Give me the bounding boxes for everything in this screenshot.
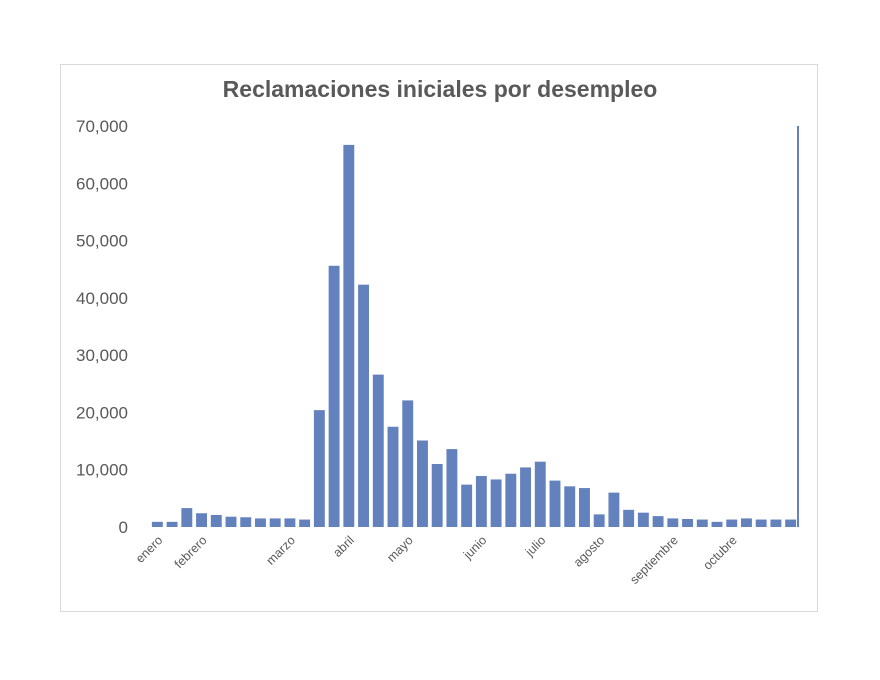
x-tick-label: octubre — [700, 533, 739, 572]
bar — [608, 492, 620, 527]
bar — [579, 488, 590, 527]
bar — [313, 410, 325, 527]
bar — [549, 480, 561, 527]
y-tick-label: 50,000 — [76, 232, 128, 251]
bar — [225, 516, 237, 527]
bar — [402, 400, 414, 527]
bar — [210, 514, 222, 527]
bar — [490, 479, 502, 527]
y-tick-label: 60,000 — [76, 174, 128, 193]
bar — [667, 518, 679, 527]
bar — [431, 463, 443, 527]
bar — [255, 518, 266, 527]
y-tick-label: 0 — [119, 518, 128, 537]
bar — [387, 426, 399, 527]
bar — [299, 519, 311, 527]
bar — [770, 519, 782, 527]
bar — [328, 265, 340, 527]
x-tick-label: abril — [330, 533, 357, 560]
bar — [343, 144, 355, 527]
bar — [564, 486, 576, 527]
bar — [637, 512, 649, 527]
bar — [696, 519, 708, 527]
y-tick-label: 30,000 — [76, 346, 128, 365]
bar — [417, 440, 428, 527]
x-axis-month-labels: enero febrero marzo abril mayo junio julio agos… — [133, 533, 740, 587]
bar — [269, 518, 281, 527]
x-tick-label: septiembre — [627, 533, 681, 587]
x-tick-label: mayo — [384, 533, 416, 565]
y-tick-label: 20,000 — [76, 403, 128, 422]
bar — [475, 476, 487, 527]
bar — [240, 517, 252, 527]
bar — [593, 514, 605, 527]
x-tick-label: junio — [460, 533, 489, 562]
bar — [755, 519, 767, 527]
bar — [181, 508, 193, 527]
y-axis-ticks: 0 10,000 20,000 30,000 40,000 50,000 60,000 70,… — [76, 117, 128, 537]
y-tick-label: 40,000 — [76, 289, 128, 308]
bar — [726, 519, 738, 527]
bar — [284, 518, 296, 527]
chart-title: Reclamaciones iniciales por desempleo — [222, 76, 658, 102]
x-tick-label: enero — [133, 533, 166, 566]
x-tick-label: marzo — [264, 533, 298, 567]
bar — [741, 518, 752, 527]
bars — [151, 144, 797, 527]
bar — [785, 519, 797, 527]
bar — [623, 509, 635, 527]
bar — [652, 516, 664, 527]
bar — [520, 467, 531, 527]
bar — [196, 513, 207, 527]
x-tick-label: julio — [522, 533, 548, 559]
bar — [166, 521, 178, 527]
x-tick-label: agosto — [571, 533, 607, 569]
y-tick-label: 10,000 — [76, 461, 128, 480]
bar — [711, 521, 723, 527]
bar — [446, 449, 458, 527]
bar — [461, 484, 473, 527]
bar — [358, 284, 369, 527]
bar — [372, 374, 384, 527]
bar — [534, 461, 546, 527]
x-tick-label: febrero — [172, 533, 210, 571]
bar — [151, 521, 163, 527]
bar — [682, 518, 693, 527]
bar — [505, 473, 517, 527]
y-tick-label: 70,000 — [76, 117, 128, 136]
